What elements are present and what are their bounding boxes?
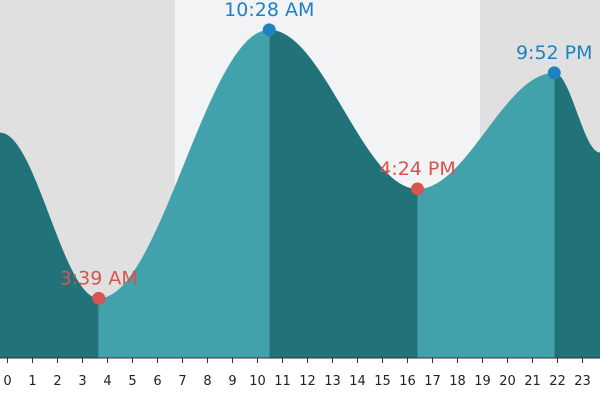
high-tide-time-label-3: 9:52 PM	[516, 42, 593, 64]
falling-tide-segment-0	[0, 132, 99, 358]
high-tide-time-label-1: 10:28 AM	[224, 0, 314, 21]
x-tick-label-18: 18	[449, 374, 466, 389]
x-tick-label-20: 20	[499, 374, 516, 389]
x-tick-label-11: 11	[274, 374, 291, 389]
x-tick-label-21: 21	[524, 374, 541, 389]
x-tick-label-3: 3	[78, 374, 86, 389]
x-tick-label-4: 4	[103, 374, 111, 389]
x-tick-label-8: 8	[203, 374, 211, 389]
x-tick-label-13: 13	[324, 374, 341, 389]
x-tick-label-5: 5	[128, 374, 136, 389]
x-tick-label-15: 15	[374, 374, 391, 389]
x-tick-label-22: 22	[549, 374, 566, 389]
tide-area	[0, 29, 600, 359]
rising-tide-segment-1	[98, 29, 270, 359]
x-tick-label-0: 0	[3, 374, 11, 389]
high-tide-marker-1	[262, 23, 276, 37]
x-tick-label-10: 10	[249, 374, 266, 389]
x-tick-label-17: 17	[424, 374, 441, 389]
x-tick-label-2: 2	[53, 374, 61, 389]
x-tick-label-23: 23	[574, 374, 591, 389]
x-tick-label-9: 9	[228, 374, 236, 389]
x-tick-label-6: 6	[153, 374, 161, 389]
extreme-markers	[92, 23, 561, 305]
x-tick-label-14: 14	[349, 374, 366, 389]
low-tide-time-label-2: 4:24 PM	[379, 158, 456, 180]
x-axis-ticks: 0 1 2 3 4 5 6 7 8 9 10 11 12 13 14 15 16 17 18 19 20 21 22 23	[3, 358, 591, 389]
x-tick-label-16: 16	[399, 374, 416, 389]
low-tide-marker-0	[92, 291, 106, 305]
low-tide-marker-2	[411, 182, 424, 196]
low-tide-time-label-0: 3:39 AM	[60, 267, 138, 289]
extreme-labels: 3:39 AM 10:28 AM 4:24 PM 9:52 PM	[60, 0, 593, 289]
rising-tide-segment-3	[417, 72, 555, 359]
x-tick-label-1: 1	[28, 374, 36, 389]
falling-tide-segment-4	[554, 72, 600, 359]
x-tick-label-12: 12	[299, 374, 316, 389]
x-tick-label-19: 19	[474, 374, 491, 389]
high-tide-marker-3	[547, 66, 561, 80]
x-tick-label-7: 7	[178, 374, 186, 389]
falling-tide-segment-2	[269, 29, 418, 359]
